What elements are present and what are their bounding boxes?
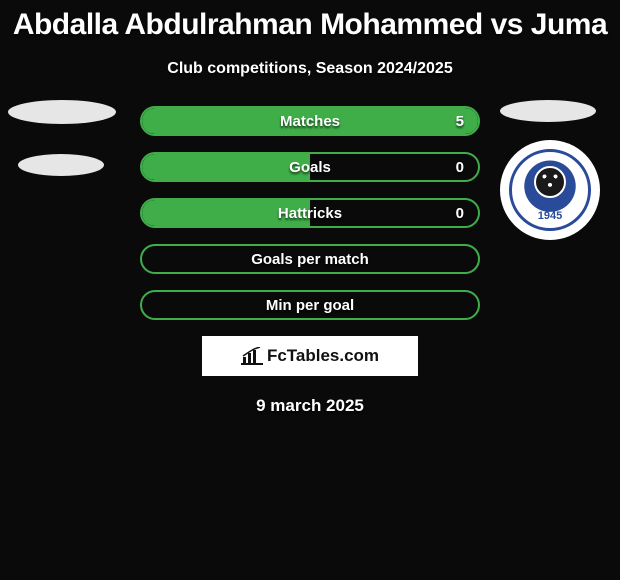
stat-bar-label: Hattricks [278,205,342,222]
club-badge-year: 1945 [538,210,562,222]
stat-bar-label: Goals per match [251,251,369,268]
page-subtitle: Club competitions, Season 2024/2025 [0,60,620,78]
stat-bar-label: Goals [289,159,331,176]
stat-bar-fill [142,154,310,180]
player-right-placeholder: 1945 [500,100,600,240]
player-left-placeholder [8,100,116,176]
avatar-placeholder-icon [18,154,104,176]
stat-bar-value: 0 [456,159,464,176]
stat-bar-label: Matches [280,113,340,130]
stat-bar-label: Min per goal [266,297,354,314]
watermark: FcTables.com [202,336,418,376]
stat-bar-value: 0 [456,205,464,222]
stat-bar-value: 5 [456,113,464,130]
date-text: 9 march 2025 [0,396,620,416]
stat-bar: Min per goal [140,290,480,320]
stat-bar: Hattricks 0 [140,198,480,228]
club-badge: 1945 [500,140,600,240]
page-title: Abdalla Abdulrahman Mohammed vs Juma [0,0,620,42]
soccer-ball-icon [534,166,566,198]
stat-bars: Matches 5 Goals 0 Hattricks 0 Goals per match M… [140,106,480,320]
stat-bar: Goals per match [140,244,480,274]
avatar-placeholder-icon [500,100,596,122]
comparison-content: 1945 Matches 5 Goals 0 Hattricks 0 Goals per m… [0,106,620,416]
club-badge-inner: 1945 [509,149,591,231]
stat-bar: Matches 5 [140,106,480,136]
watermark-text: FcTables.com [267,346,379,366]
stat-bar: Goals 0 [140,152,480,182]
chart-icon [241,347,263,365]
avatar-placeholder-icon [8,100,116,124]
